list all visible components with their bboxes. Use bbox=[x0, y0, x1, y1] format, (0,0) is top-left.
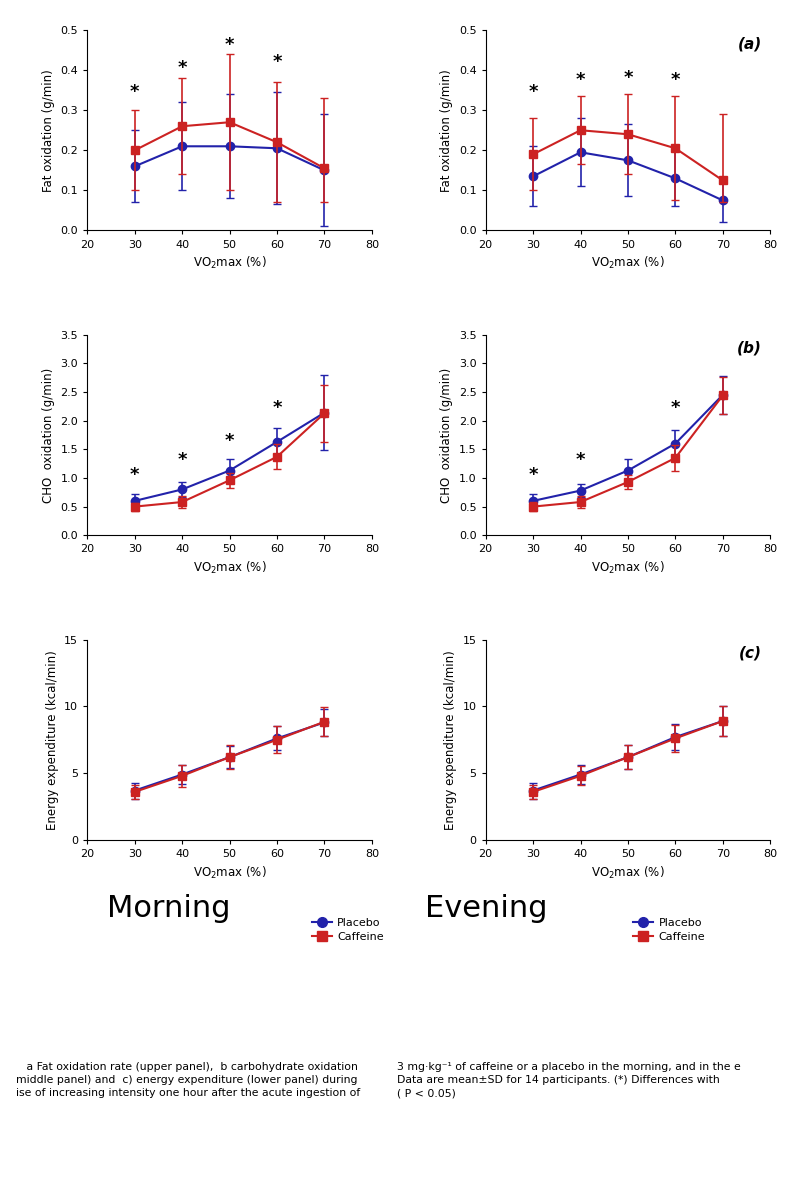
X-axis label: VO$_2$max (%): VO$_2$max (%) bbox=[193, 560, 267, 576]
Text: 3 mg·kg⁻¹ of caffeine or a placebo in the morning, and in the e
Data are mean±SD: 3 mg·kg⁻¹ of caffeine or a placebo in th… bbox=[397, 1062, 741, 1098]
Y-axis label: Fat oxidation (g/min): Fat oxidation (g/min) bbox=[42, 68, 55, 192]
Text: (a): (a) bbox=[738, 36, 761, 52]
Text: *: * bbox=[576, 451, 585, 469]
Text: a Fat oxidation rate (upper panel),  b carbohydrate oxidation
middle panel) and : a Fat oxidation rate (upper panel), b ca… bbox=[16, 1062, 360, 1098]
Text: *: * bbox=[272, 53, 282, 71]
Text: *: * bbox=[272, 400, 282, 418]
X-axis label: VO$_2$max (%): VO$_2$max (%) bbox=[591, 256, 665, 271]
Text: (c): (c) bbox=[738, 646, 761, 660]
Text: *: * bbox=[528, 466, 538, 484]
Text: (b): (b) bbox=[737, 341, 761, 355]
Legend: Placebo, Caffeine: Placebo, Caffeine bbox=[629, 913, 710, 947]
Y-axis label: Energy expenditure (kcal/min): Energy expenditure (kcal/min) bbox=[444, 650, 457, 829]
Legend: Placebo, Caffeine: Placebo, Caffeine bbox=[307, 913, 388, 947]
Y-axis label: Energy expenditure (kcal/min): Energy expenditure (kcal/min) bbox=[46, 650, 59, 829]
X-axis label: VO$_2$max (%): VO$_2$max (%) bbox=[193, 864, 267, 881]
Text: Morning: Morning bbox=[107, 894, 231, 923]
Text: *: * bbox=[528, 83, 538, 101]
Text: *: * bbox=[177, 59, 187, 77]
Text: *: * bbox=[576, 71, 585, 89]
Text: *: * bbox=[671, 400, 680, 418]
Text: *: * bbox=[671, 71, 680, 89]
Y-axis label: Fat oxidation (g/min): Fat oxidation (g/min) bbox=[441, 68, 453, 192]
Y-axis label: CHO  oxidation (g/min): CHO oxidation (g/min) bbox=[441, 367, 453, 503]
X-axis label: VO$_2$max (%): VO$_2$max (%) bbox=[591, 864, 665, 881]
Text: *: * bbox=[623, 70, 633, 88]
X-axis label: VO$_2$max (%): VO$_2$max (%) bbox=[591, 560, 665, 576]
Y-axis label: CHO  oxidation (g/min): CHO oxidation (g/min) bbox=[42, 367, 55, 503]
Text: *: * bbox=[225, 432, 234, 450]
Text: *: * bbox=[130, 83, 140, 101]
Text: Evening: Evening bbox=[425, 894, 547, 923]
X-axis label: VO$_2$max (%): VO$_2$max (%) bbox=[193, 256, 267, 271]
Text: *: * bbox=[225, 36, 234, 54]
Text: *: * bbox=[177, 451, 187, 469]
Text: *: * bbox=[130, 466, 140, 484]
